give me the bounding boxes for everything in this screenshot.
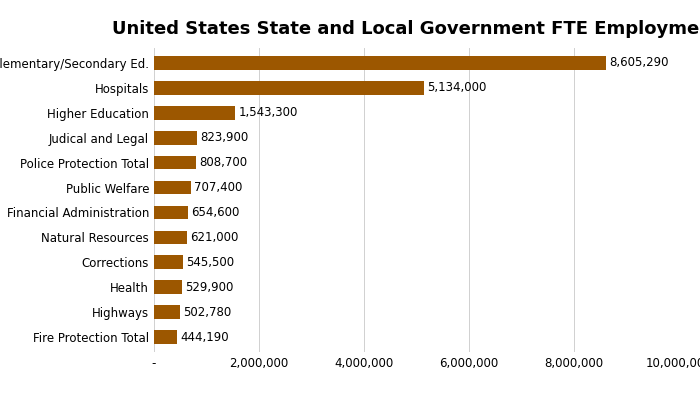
Bar bbox=[154, 330, 177, 344]
Bar bbox=[154, 256, 183, 269]
Bar bbox=[154, 181, 191, 194]
Bar bbox=[154, 280, 182, 294]
Bar bbox=[154, 131, 197, 144]
Title: United States State and Local Government FTE Employment: United States State and Local Government… bbox=[112, 20, 700, 38]
Text: 654,600: 654,600 bbox=[192, 206, 240, 219]
Bar bbox=[154, 81, 424, 95]
Bar bbox=[154, 156, 197, 170]
Bar bbox=[154, 206, 188, 219]
Bar bbox=[154, 106, 235, 120]
Bar bbox=[154, 305, 181, 319]
Text: 621,000: 621,000 bbox=[190, 231, 238, 244]
Text: 529,900: 529,900 bbox=[185, 281, 233, 294]
Text: 545,500: 545,500 bbox=[186, 256, 234, 269]
Bar bbox=[154, 56, 606, 70]
Text: 444,190: 444,190 bbox=[181, 330, 229, 344]
Text: 808,700: 808,700 bbox=[199, 156, 248, 169]
Text: 1,543,300: 1,543,300 bbox=[238, 106, 298, 119]
Text: 8,605,290: 8,605,290 bbox=[609, 56, 668, 70]
Bar bbox=[154, 230, 187, 244]
Text: 823,900: 823,900 bbox=[200, 131, 248, 144]
Text: 5,134,000: 5,134,000 bbox=[427, 81, 486, 94]
Text: 707,400: 707,400 bbox=[195, 181, 243, 194]
Text: 502,780: 502,780 bbox=[183, 306, 232, 319]
